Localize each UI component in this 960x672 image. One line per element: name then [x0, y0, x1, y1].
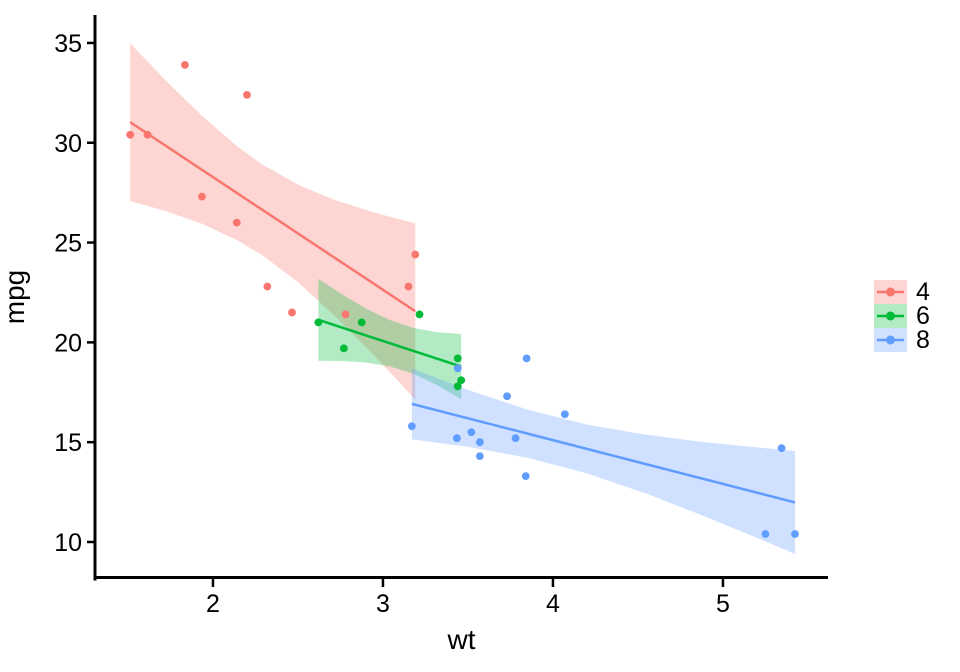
legend-item-8: 8	[874, 326, 930, 354]
data-point-cyl6	[457, 376, 466, 385]
legend-key-point	[886, 287, 895, 297]
legend-key-swatch-4	[874, 280, 907, 304]
x-tick-label: 2	[206, 590, 220, 618]
fit-line-8	[411, 402, 796, 504]
data-point-cyl8	[522, 354, 531, 363]
data-point-cyl8	[475, 452, 484, 461]
data-point-cyl4	[126, 130, 135, 139]
data-point-cyl8	[521, 472, 530, 481]
data-point-cyl8	[777, 444, 786, 453]
data-point-cyl8	[475, 438, 484, 447]
data-point-cyl8	[791, 530, 799, 538]
data-point-cyl4	[263, 282, 272, 291]
ci-ribbon-8	[411, 368, 796, 554]
data-point-cyl4	[143, 130, 152, 139]
y-tick-label: 20	[54, 329, 82, 357]
data-point-cyl4	[404, 282, 413, 291]
data-point-cyl8	[467, 428, 476, 437]
legend-key-swatch-8	[874, 328, 907, 352]
data-point-cyl4	[341, 310, 350, 319]
data-point-cyl4	[181, 61, 189, 69]
y-axis-title: mpg	[0, 269, 30, 325]
x-tick-label: 4	[546, 590, 560, 618]
data-point-cyl8	[453, 364, 462, 373]
x-tick-label: 3	[376, 590, 390, 618]
x-axis-title: wt	[447, 624, 476, 655]
legend-label-6: 6	[916, 302, 930, 330]
legend-item-4: 4	[874, 278, 930, 306]
data-point-cyl4	[198, 192, 206, 201]
data-point-cyl8	[761, 530, 770, 538]
y-tick-label: 30	[54, 130, 82, 158]
data-point-cyl6	[339, 344, 348, 353]
data-point-cyl4	[411, 250, 420, 259]
y-tick-label: 15	[54, 429, 82, 457]
data-point-cyl8	[560, 410, 569, 419]
ci-ribbon-4	[130, 43, 416, 400]
data-point-cyl8	[511, 434, 520, 443]
legend-label-8: 8	[916, 326, 930, 354]
legend-key-point	[886, 335, 895, 345]
y-tick-label: 35	[54, 30, 82, 58]
data-point-cyl8	[453, 434, 461, 443]
data-point-cyl4	[232, 218, 241, 227]
data-point-cyl6	[453, 382, 462, 391]
fit-line-6	[317, 318, 462, 368]
x-tick-label: 5	[716, 590, 730, 618]
legend-key-point	[886, 311, 895, 321]
data-point-cyl6	[415, 310, 424, 319]
data-point-cyl6	[453, 354, 462, 363]
legend: 4 6 8	[874, 278, 930, 354]
data-point-cyl6	[357, 318, 366, 327]
data-point-cyl6	[314, 318, 323, 327]
legend-label-4: 4	[916, 278, 930, 306]
y-tick-label: 10	[54, 529, 82, 557]
data-point-cyl4	[288, 308, 296, 317]
data-point-cyl8	[407, 422, 416, 431]
data-point-cyl8	[503, 392, 511, 401]
fit-line-4	[129, 121, 416, 313]
legend-item-6: 6	[874, 302, 930, 330]
legend-key-swatch-6	[874, 304, 907, 328]
y-tick-label: 25	[54, 230, 82, 258]
ci-ribbon-6	[318, 278, 462, 400]
data-point-cyl4	[243, 90, 251, 99]
